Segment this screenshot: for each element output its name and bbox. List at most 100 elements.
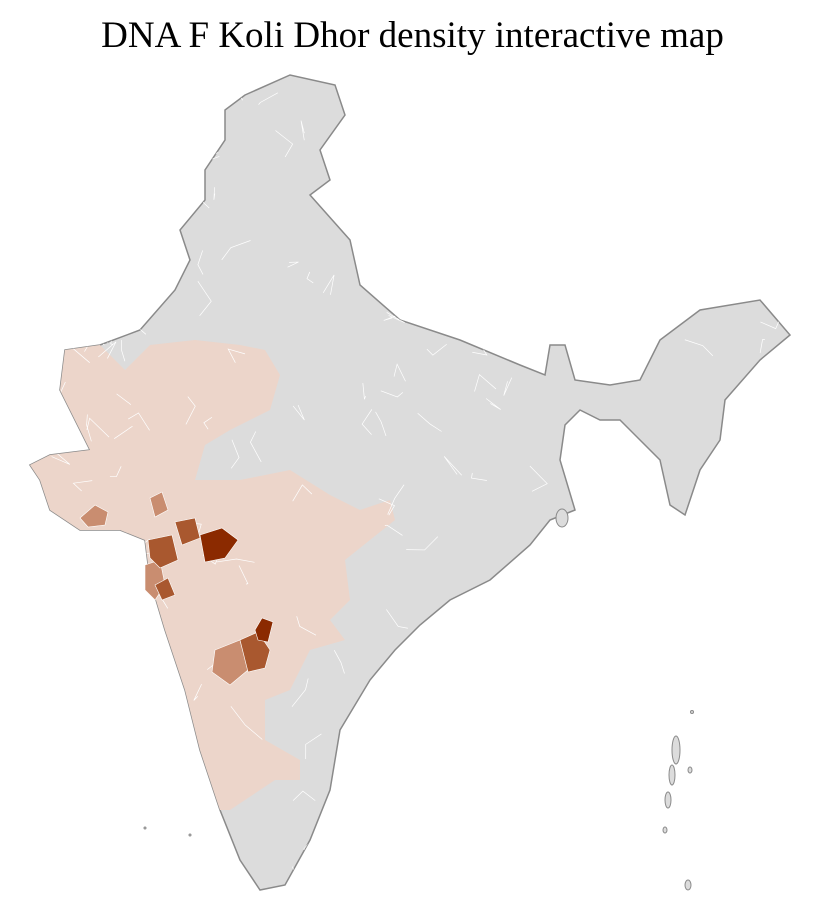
district-boundary: [221, 240, 251, 261]
district-boundary: [49, 88, 70, 101]
region-density-mid[interactable]: [79, 504, 109, 528]
district-boundary: [322, 274, 335, 295]
district-boundary: [378, 106, 406, 114]
district-boundary: [287, 261, 299, 268]
district-boundary: [503, 377, 513, 396]
island[interactable]: [684, 879, 692, 891]
district-boundary: [30, 344, 41, 354]
district-boundary: [460, 182, 474, 202]
district-boundary: [760, 174, 779, 200]
district-boundary: [607, 478, 619, 484]
district-boundary: [673, 713, 694, 740]
island[interactable]: [188, 833, 192, 837]
district-boundary: [550, 652, 569, 670]
district-boundary: [504, 849, 522, 859]
region-density-high-mid[interactable]: [239, 631, 271, 673]
district-boundary: [753, 75, 768, 84]
district-boundary: [697, 801, 711, 820]
district-boundary: [90, 112, 106, 133]
district-boundary: [661, 214, 678, 219]
district-boundary: [97, 709, 128, 717]
district-boundary: [537, 559, 558, 576]
district-boundary: [602, 832, 626, 852]
district-boundary: [70, 558, 94, 565]
district-boundary: [727, 233, 747, 247]
district-boundary: [565, 547, 585, 563]
district-boundary: [30, 755, 39, 771]
district-boundary: [737, 492, 769, 500]
district-boundary: [561, 793, 583, 799]
district-boundary: [86, 417, 110, 438]
district-boundary: [487, 207, 496, 231]
district-boundary: [763, 568, 771, 576]
district-boundary: [291, 678, 309, 707]
district-boundary: [609, 341, 627, 357]
district-boundary: [516, 639, 552, 658]
district-boundary: [765, 453, 786, 479]
district-boundary: [75, 795, 86, 808]
district-boundary: [113, 815, 137, 824]
district-boundary: [381, 717, 394, 733]
region-density-high-mid[interactable]: [147, 534, 179, 569]
district-boundary: [529, 465, 548, 492]
island[interactable]: [671, 735, 681, 765]
island[interactable]: [143, 826, 147, 830]
district-boundary: [203, 416, 213, 430]
district-boundary: [457, 314, 484, 336]
andaman-nicobar-islands[interactable]: [143, 508, 694, 891]
district-boundary: [72, 244, 88, 273]
district-boundary: [386, 312, 405, 324]
district-boundary: [396, 156, 416, 173]
region-density-high-mid[interactable]: [154, 577, 176, 601]
district-boundary: [131, 261, 148, 272]
region-density-high-mid[interactable]: [174, 517, 201, 546]
district-boundary: [30, 579, 49, 601]
district-boundary: [443, 456, 462, 476]
region-density-high[interactable]: [199, 527, 239, 563]
district-boundary: [115, 782, 132, 799]
region-density-high[interactable]: [254, 617, 274, 643]
district-boundary: [377, 868, 394, 878]
region-density-low[interactable]: [30, 340, 395, 810]
island[interactable]: [555, 508, 569, 528]
district-boundary: [570, 425, 581, 442]
district-boundary: [193, 683, 202, 701]
district-boundary: [594, 476, 614, 495]
district-boundary: [369, 191, 382, 200]
region-density-mid[interactable]: [211, 639, 249, 686]
district-boundary: [393, 709, 402, 731]
district-boundary: [53, 118, 85, 128]
district-boundary: [664, 553, 682, 586]
district-boundary: [227, 348, 246, 363]
district-boundary: [392, 138, 411, 169]
district-boundary: [643, 512, 660, 524]
district-boundary: [566, 534, 576, 547]
district-boundary: [532, 109, 540, 134]
district-boundary: [336, 158, 346, 174]
district-boundary: [104, 240, 116, 248]
district-boundary: [657, 882, 673, 890]
district-boundary: [258, 92, 279, 105]
district-boundary: [41, 247, 76, 255]
district-boundary: [103, 594, 118, 616]
island[interactable]: [668, 764, 676, 786]
district-boundary: [695, 732, 727, 738]
island[interactable]: [687, 766, 693, 774]
district-boundary: [55, 117, 87, 125]
island[interactable]: [690, 710, 694, 714]
district-boundary: [516, 841, 549, 852]
district-boundary: [747, 728, 765, 743]
district-boundary: [455, 602, 473, 621]
district-boundary: [420, 801, 440, 822]
district-boundary: [535, 712, 549, 728]
district-boundary: [83, 86, 100, 102]
district-boundary: [382, 265, 399, 279]
district-boundary: [238, 565, 249, 585]
district-boundary: [653, 95, 683, 124]
island[interactable]: [664, 791, 672, 809]
region-density-mid[interactable]: [149, 491, 169, 518]
district-boundary: [75, 782, 100, 796]
district-boundary: [605, 716, 622, 727]
island[interactable]: [662, 826, 668, 834]
